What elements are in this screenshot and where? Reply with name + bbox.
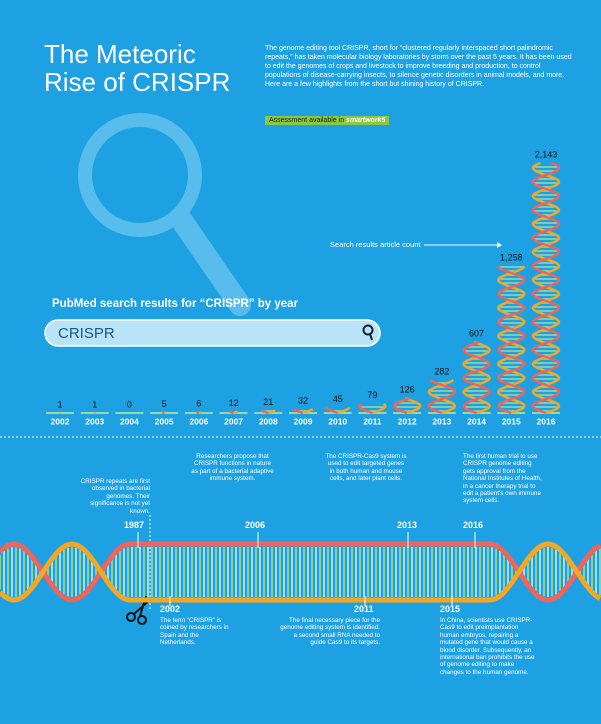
annotation-arrow xyxy=(497,242,502,248)
x-tick-label: 2010 xyxy=(328,416,347,426)
event-text: The term “CRISPR” is coined by researche… xyxy=(160,617,235,647)
helix-bar xyxy=(46,412,74,414)
value-label: 1 xyxy=(92,399,97,409)
assessment-badge: Assessment available in smartwork5 xyxy=(265,116,389,125)
helix-bar xyxy=(81,412,109,414)
value-label: 1 xyxy=(57,399,62,409)
helix-bar xyxy=(289,409,317,414)
helix-bar xyxy=(150,412,178,414)
x-tick-label: 2016 xyxy=(537,416,556,426)
helix-bar xyxy=(497,266,525,414)
value-label: 0 xyxy=(127,399,132,409)
x-tick-label: 2005 xyxy=(155,416,174,426)
value-label: 2,143 xyxy=(535,149,558,159)
event-text: Researchers propose that CRISPR function… xyxy=(190,453,275,483)
strand xyxy=(199,412,201,413)
strand xyxy=(359,404,372,413)
helix-bar xyxy=(220,412,248,414)
annotation: Search results article count xyxy=(330,240,421,249)
helix-bar xyxy=(532,163,560,414)
strand xyxy=(234,412,238,413)
event-year: 2013 xyxy=(397,520,417,530)
helix-bar xyxy=(185,412,213,414)
value-label: 32 xyxy=(298,396,308,406)
value-label: 282 xyxy=(434,366,449,376)
x-tick-label: 2002 xyxy=(51,416,70,426)
event-text: The first human trial to use CRISPR geno… xyxy=(463,453,543,505)
x-tick-label: 2009 xyxy=(294,416,313,426)
title: The Meteoric Rise of CRISPR xyxy=(44,40,254,96)
magnifier-handle xyxy=(180,218,240,305)
x-tick-label: 2004 xyxy=(120,416,139,426)
x-tick-label: 2014 xyxy=(467,416,486,426)
event-text: The CRISPR-Cas9 system is used to edit t… xyxy=(325,453,407,483)
strand xyxy=(164,412,166,413)
event-year: 2006 xyxy=(245,520,265,530)
infographic: CRISPR Search results article count 1 200… xyxy=(0,0,601,724)
value-label: 45 xyxy=(333,394,343,404)
event-text: The final necessary piece for the genome… xyxy=(280,617,380,647)
bar-base xyxy=(115,412,143,414)
helix-bar xyxy=(428,380,456,414)
x-tick-label: 2007 xyxy=(224,416,243,426)
event-text: CRISPR repeats are first observed in bac… xyxy=(75,478,150,515)
helix-bar xyxy=(254,411,282,414)
strand xyxy=(372,404,385,413)
helix-bar xyxy=(115,412,143,414)
x-tick-label: 2008 xyxy=(259,416,278,426)
x-tick-label: 2012 xyxy=(398,416,417,426)
strand xyxy=(197,412,199,413)
value-label: 607 xyxy=(469,329,484,339)
graphics: CRISPR Search results article count 1 200… xyxy=(0,0,601,724)
strand xyxy=(162,412,164,413)
x-tick-label: 2011 xyxy=(363,416,382,426)
event-year: 2002 xyxy=(160,604,180,614)
helix-bar xyxy=(393,398,421,414)
value-label: 12 xyxy=(229,398,239,408)
value-label: 126 xyxy=(400,385,415,395)
event-year: 1987 xyxy=(124,520,144,530)
value-label: 21 xyxy=(263,397,273,407)
x-tick-label: 2015 xyxy=(502,416,521,426)
value-label: 1,258 xyxy=(500,253,523,263)
event-year: 2011 xyxy=(354,604,374,614)
helix-bar xyxy=(463,342,491,414)
event-year: 2016 xyxy=(463,520,483,530)
helix-bar xyxy=(358,404,386,414)
strand xyxy=(230,412,234,413)
chart-title: PubMed search results for “CRISPR” by ye… xyxy=(52,298,298,310)
x-tick-label: 2006 xyxy=(189,416,208,426)
brand: smartwork5 xyxy=(346,117,385,124)
x-tick-label: 2003 xyxy=(85,416,104,426)
assessment-text: Assessment available in xyxy=(269,117,344,124)
event-year: 2015 xyxy=(440,604,460,614)
x-tick-label: 2013 xyxy=(432,416,451,426)
event-text: In China, scientists use CRISPR-Cas9 to … xyxy=(440,617,535,676)
value-label: 5 xyxy=(162,399,167,409)
helix-bar xyxy=(324,408,352,414)
search-text: CRISPR xyxy=(58,325,115,342)
value-label: 6 xyxy=(196,399,201,409)
intro: The genome editing tool CRISPR, short fo… xyxy=(265,44,575,89)
value-label: 79 xyxy=(367,390,377,400)
